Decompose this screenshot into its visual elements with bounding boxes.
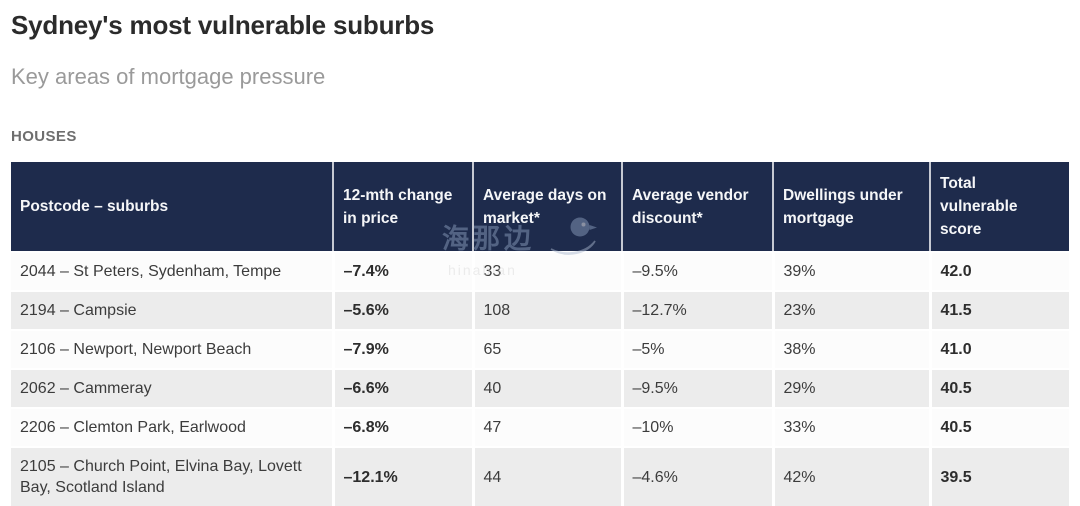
cell-price-change-12mth: –6.6% bbox=[331, 368, 473, 408]
cell-total-vulnerable-score: 40.5 bbox=[928, 368, 1069, 408]
cell-total-vulnerable-score: 41.0 bbox=[928, 329, 1069, 369]
column-header-dwellings-under-mortgage: Dwellings under mortgage bbox=[772, 162, 930, 252]
cell-avg-days-on-market: 44 bbox=[471, 446, 622, 506]
table-row: 2062 – Cammeray –6.6% 40 –9.5% 29% 40.5 bbox=[11, 368, 1069, 408]
page-title: Sydney's most vulnerable suburbs bbox=[11, 10, 435, 40]
cell-avg-vendor-discount: –4.6% bbox=[620, 446, 773, 506]
cell-avg-vendor-discount: –10% bbox=[620, 407, 773, 447]
cell-avg-vendor-discount: –9.5% bbox=[620, 251, 773, 291]
cell-avg-vendor-discount: –9.5% bbox=[620, 368, 773, 408]
table-row: 2044 – St Peters, Sydenham, Tempe –7.4% 33… bbox=[11, 251, 1069, 291]
table-row: 2106 – Newport, Newport Beach –7.9% 65 –5% 3… bbox=[11, 329, 1069, 369]
vulnerable-suburbs-table: Postcode – suburbs 12-mth change in pric… bbox=[11, 162, 1069, 506]
cell-dwellings-under-mortgage: 42% bbox=[771, 446, 930, 506]
cell-postcode-suburbs: 2106 – Newport, Newport Beach bbox=[11, 329, 333, 369]
cell-avg-days-on-market: 33 bbox=[471, 251, 622, 291]
table-row: 2105 – Church Point, Elvina Bay, Lovett … bbox=[11, 446, 1069, 506]
cell-avg-vendor-discount: –12.7% bbox=[620, 290, 773, 330]
cell-dwellings-under-mortgage: 29% bbox=[771, 368, 930, 408]
cell-postcode-suburbs: 2194 – Campsie bbox=[11, 290, 333, 330]
column-header-avg-days-on-market: Average days on market* bbox=[472, 162, 622, 252]
cell-price-change-12mth: –12.1% bbox=[331, 446, 473, 506]
table-row: 2206 – Clemton Park, Earlwood –6.8% 47 –10%… bbox=[11, 407, 1069, 447]
cell-total-vulnerable-score: 39.5 bbox=[928, 446, 1069, 506]
cell-price-change-12mth: –5.6% bbox=[331, 290, 473, 330]
table-wrap: Postcode – suburbs 12-mth change in pric… bbox=[11, 162, 1069, 506]
column-header-postcode-suburbs: Postcode – suburbs bbox=[11, 162, 333, 252]
cell-postcode-suburbs: 2062 – Cammeray bbox=[11, 368, 333, 408]
cell-total-vulnerable-score: 42.0 bbox=[928, 251, 1069, 291]
table-row: 2194 – Campsie –5.6% 108 –12.7% 23% 41.5 bbox=[11, 290, 1069, 330]
page-subtitle: Key areas of mortgage pressure bbox=[11, 64, 326, 89]
cell-price-change-12mth: –6.8% bbox=[331, 407, 473, 447]
table-body: 2044 – St Peters, Sydenham, Tempe –7.4% 33… bbox=[11, 251, 1069, 506]
cell-avg-vendor-discount: –5% bbox=[620, 329, 773, 369]
column-header-price-change-12mth: 12-mth change in price bbox=[332, 162, 473, 252]
cell-dwellings-under-mortgage: 23% bbox=[771, 290, 930, 330]
cell-price-change-12mth: –7.9% bbox=[331, 329, 473, 369]
cell-total-vulnerable-score: 41.5 bbox=[928, 290, 1069, 330]
cell-postcode-suburbs: 2206 – Clemton Park, Earlwood bbox=[11, 407, 333, 447]
cell-avg-days-on-market: 108 bbox=[471, 290, 622, 330]
cell-price-change-12mth: –7.4% bbox=[331, 251, 473, 291]
cell-postcode-suburbs: 2105 – Church Point, Elvina Bay, Lovett … bbox=[11, 446, 333, 506]
column-header-total-vulnerable-score: Total vulnerable score bbox=[929, 162, 1069, 252]
cell-dwellings-under-mortgage: 33% bbox=[771, 407, 930, 447]
cell-avg-days-on-market: 47 bbox=[471, 407, 622, 447]
column-header-avg-vendor-discount: Average vendor discount* bbox=[621, 162, 773, 252]
cell-dwellings-under-mortgage: 39% bbox=[771, 251, 930, 291]
cell-dwellings-under-mortgage: 38% bbox=[771, 329, 930, 369]
cell-total-vulnerable-score: 40.5 bbox=[928, 407, 1069, 447]
table-header: Postcode – suburbs 12-mth change in pric… bbox=[11, 162, 1069, 252]
cell-avg-days-on-market: 40 bbox=[471, 368, 622, 408]
cell-avg-days-on-market: 65 bbox=[471, 329, 622, 369]
cell-postcode-suburbs: 2044 – St Peters, Sydenham, Tempe bbox=[11, 251, 333, 291]
section-label-houses: HOUSES bbox=[11, 128, 77, 145]
